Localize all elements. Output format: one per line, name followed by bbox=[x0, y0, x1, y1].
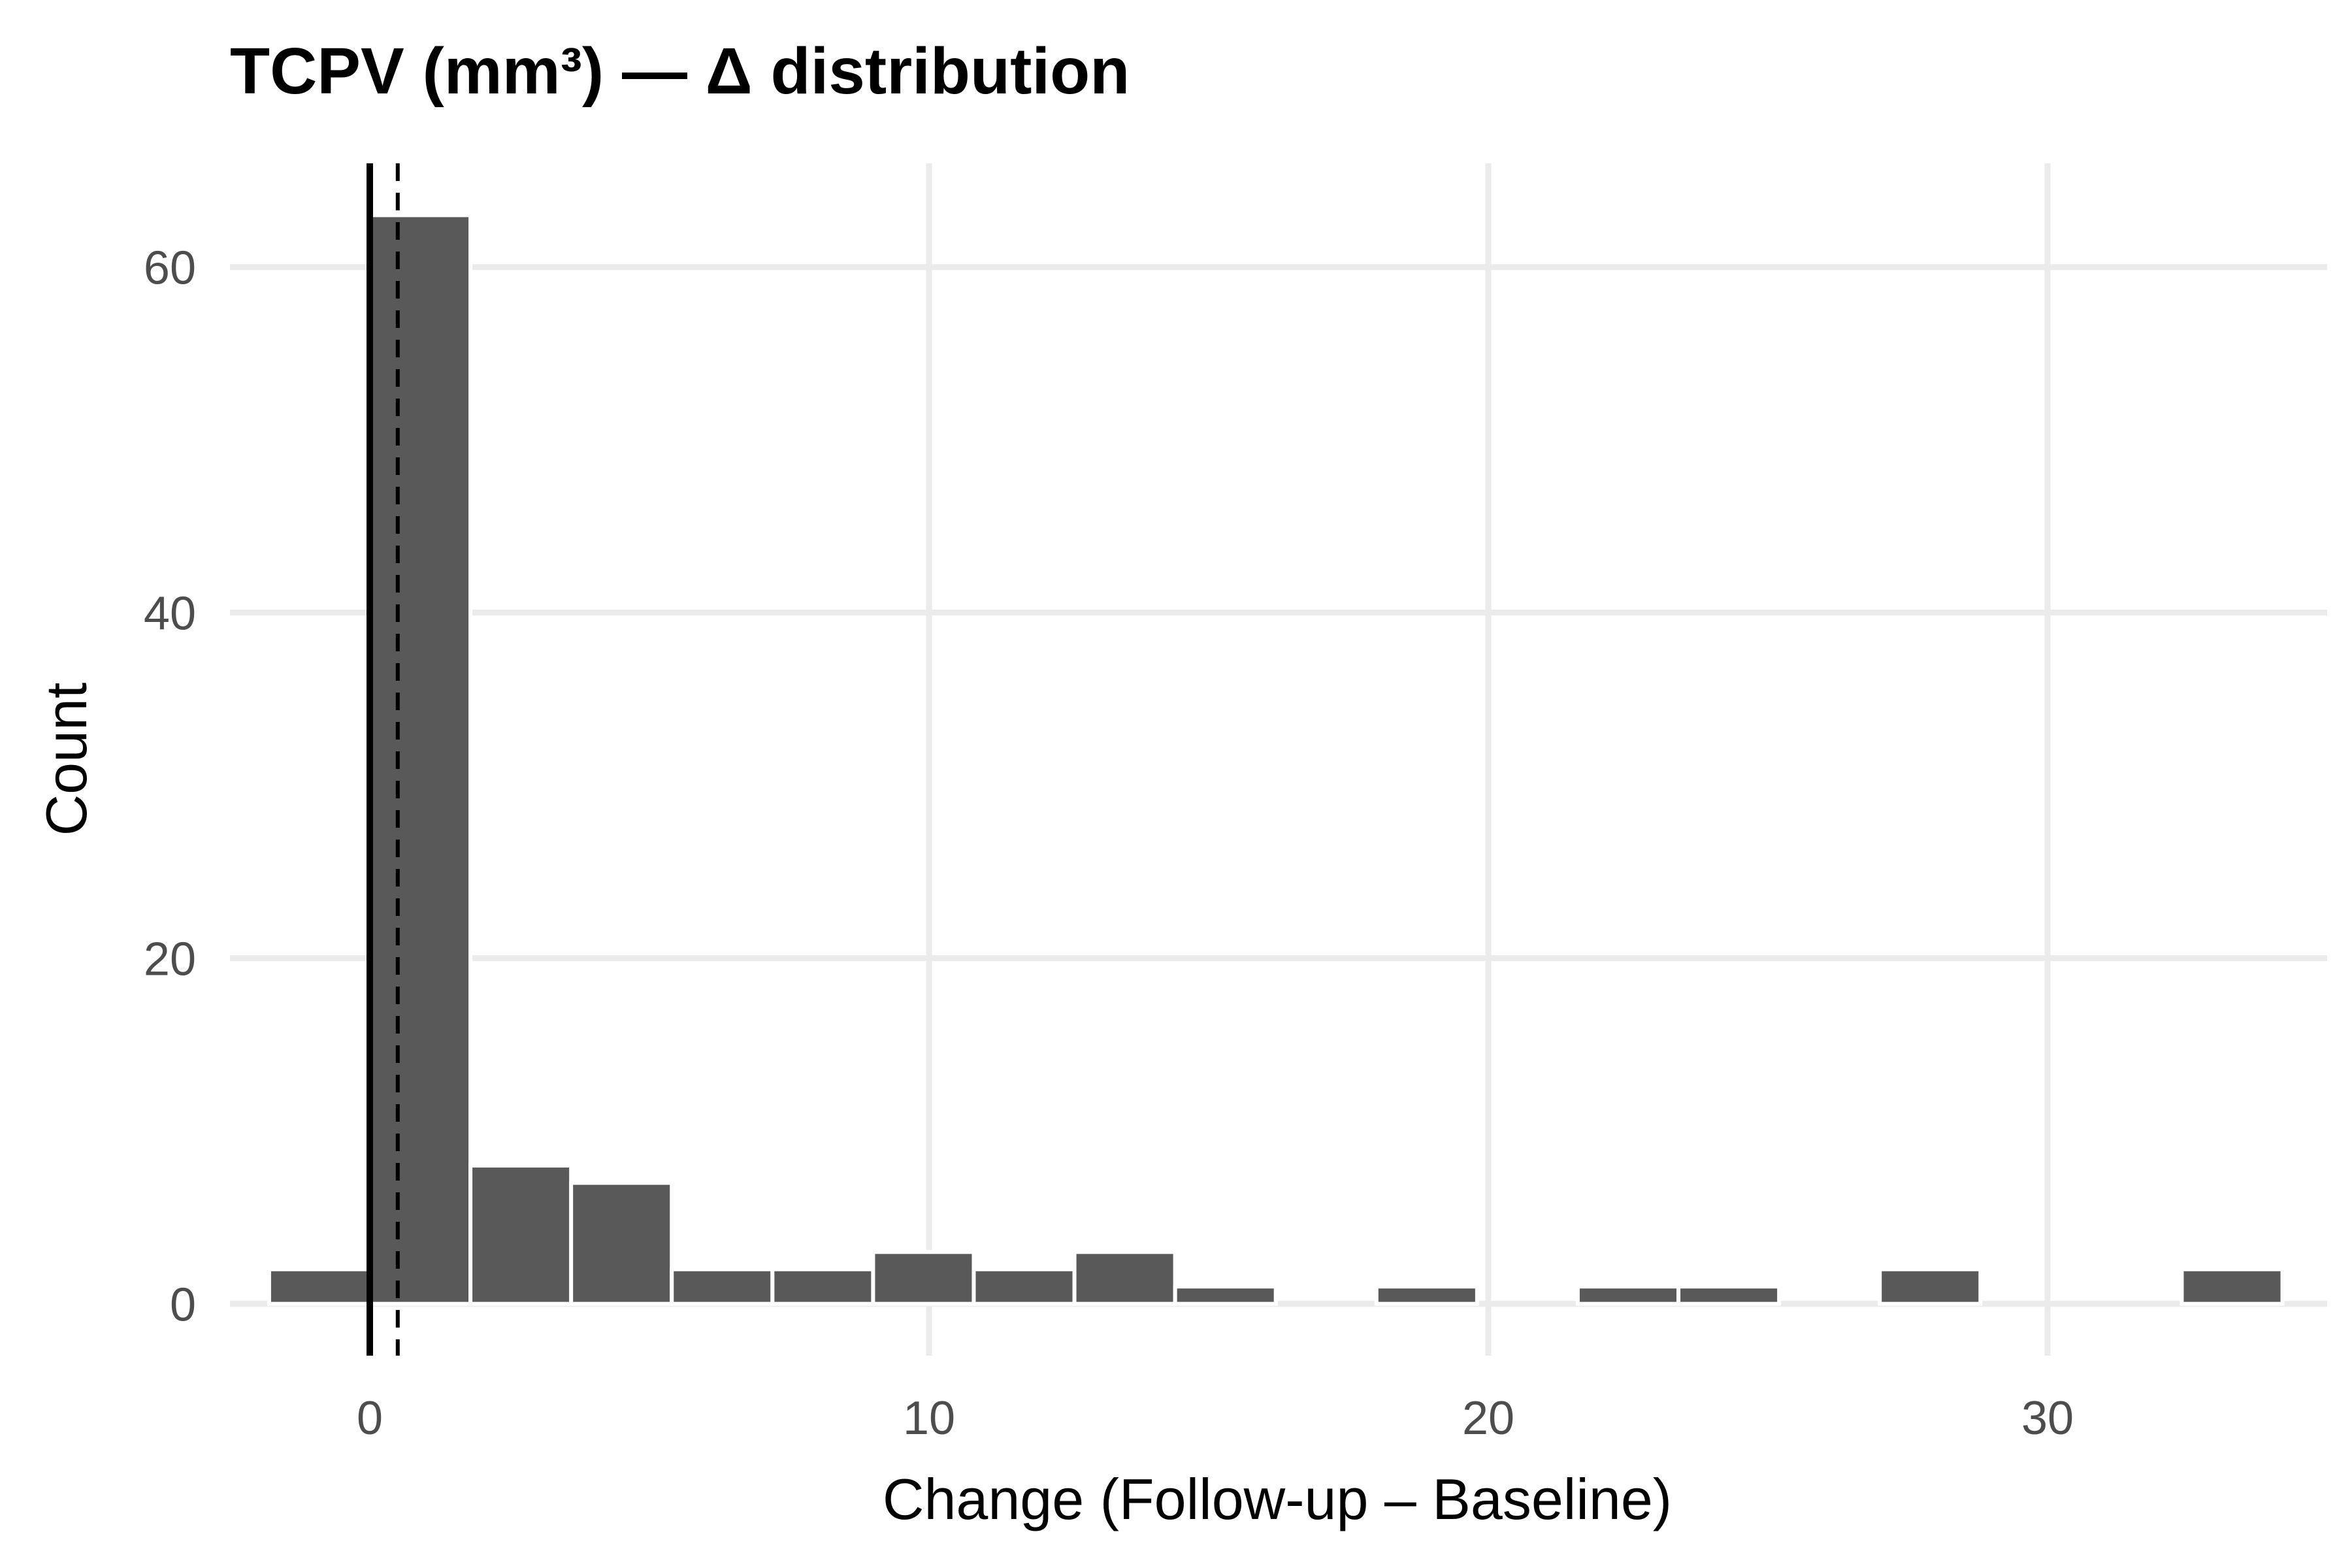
histogram-bar bbox=[1575, 1284, 1681, 1306]
histogram-bar bbox=[1676, 1284, 1782, 1306]
x-tick-label: 10 bbox=[903, 1392, 955, 1445]
chart-title: TCPV (mm³) — Δ distribution bbox=[230, 35, 1130, 108]
x-axis-title: Change (Follow-up – Baseline) bbox=[883, 1467, 1672, 1531]
tick-labels: 0 10 20 30 0 20 40 60 bbox=[144, 242, 2074, 1445]
x-tick-label: 20 bbox=[1462, 1392, 1514, 1445]
histogram-bar bbox=[1173, 1284, 1278, 1306]
histogram-bar bbox=[1072, 1250, 1177, 1306]
histogram-bar bbox=[569, 1181, 674, 1306]
y-axis-title: Count bbox=[34, 683, 99, 836]
y-tick-label: 0 bbox=[170, 1279, 196, 1331]
x-tick-label: 30 bbox=[2021, 1392, 2074, 1445]
histogram-bar bbox=[972, 1267, 1077, 1306]
histogram-bar bbox=[871, 1250, 976, 1306]
histogram-bar bbox=[468, 1164, 574, 1306]
histogram-bars bbox=[267, 213, 2285, 1306]
histogram-bar bbox=[267, 1267, 372, 1306]
histogram-bar bbox=[368, 213, 473, 1306]
histogram-bar bbox=[670, 1267, 775, 1306]
y-tick-label: 20 bbox=[144, 934, 196, 986]
histogram-bar bbox=[770, 1267, 875, 1306]
x-tick-label: 0 bbox=[357, 1392, 383, 1445]
reference-lines bbox=[367, 163, 400, 1356]
y-tick-label: 60 bbox=[144, 242, 196, 295]
histogram-bar bbox=[1374, 1284, 1479, 1306]
y-tick-label: 40 bbox=[144, 588, 196, 640]
histogram-bar bbox=[1878, 1267, 1983, 1306]
histogram-bar bbox=[2180, 1267, 2285, 1306]
